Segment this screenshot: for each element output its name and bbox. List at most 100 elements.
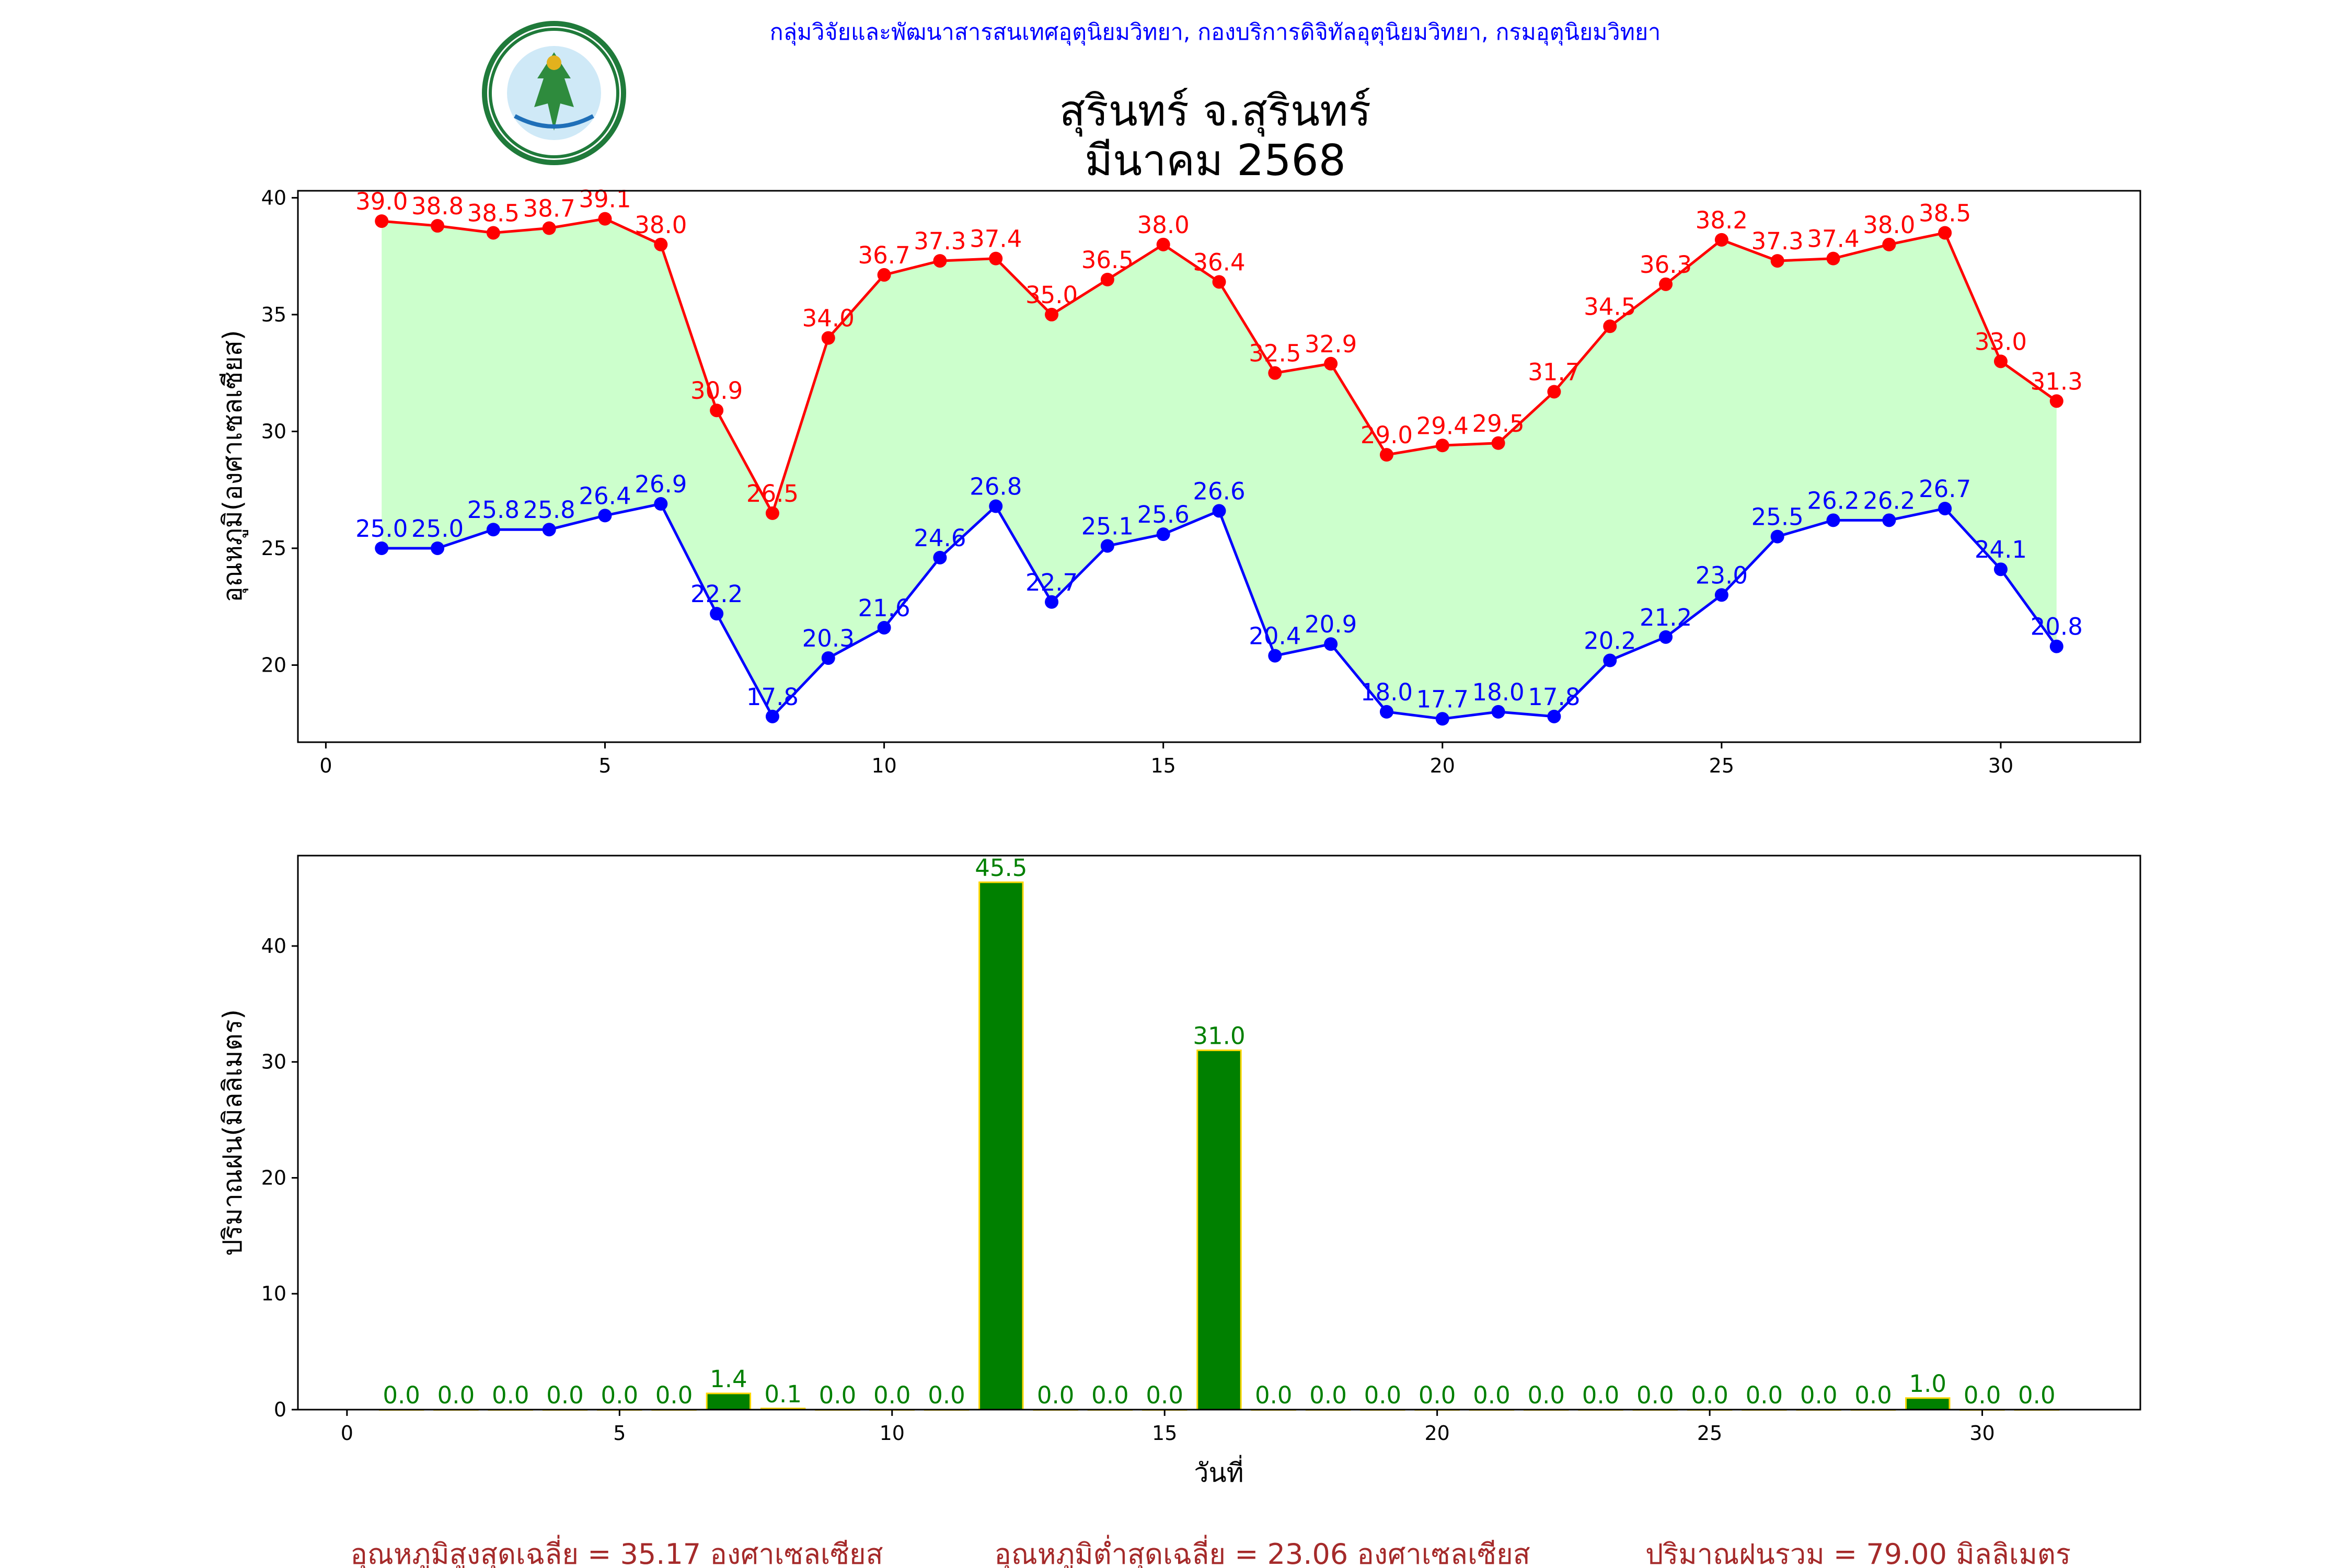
temperature-range-fill [382, 218, 2057, 719]
min-temp-data-label: 18.0 [1472, 678, 1524, 706]
temperature-x-tick-label: 15 [1151, 754, 1176, 777]
min-temp-point [1379, 705, 1393, 719]
max-temp-point [821, 331, 835, 345]
max-temp-point [989, 251, 1003, 266]
rainfall-bar [706, 1392, 752, 1411]
rainfall-data-label: 0.0 [1364, 1381, 1402, 1409]
agency-line: กลุ่มวิจัยและพัฒนาสารสนเทศอุตุนิยมวิทยา,… [770, 19, 1661, 46]
max-temp-point [654, 237, 668, 251]
min-temp-point [877, 620, 891, 635]
min-temp-point [1659, 630, 1673, 644]
min-temp-point [821, 651, 835, 665]
min-temp-data-label: 17.8 [1528, 683, 1580, 711]
min-temp-point [1491, 705, 1505, 719]
min-temp-point [431, 541, 445, 555]
min-temp-data-label: 18.0 [1361, 678, 1413, 706]
min-temp-data-label: 26.4 [579, 482, 631, 510]
max-temp-data-label: 37.4 [1807, 225, 1859, 253]
min-temp-data-label: 24.1 [1975, 536, 2027, 563]
rainfall-data-label: 0.0 [492, 1381, 529, 1409]
temperature-y-tick-label: 35 [261, 303, 286, 326]
max-temp-data-label: 38.0 [1863, 211, 1915, 239]
rainfall-data-label: 0.0 [1582, 1381, 1620, 1409]
rainfall-data-label: 0.0 [1691, 1381, 1728, 1409]
max-temp-data-label: 34.5 [1584, 293, 1636, 320]
min-temp-point [1882, 513, 1896, 527]
min-temp-data-label: 25.5 [1751, 503, 1804, 531]
temperature-x-tick-label: 0 [319, 754, 332, 777]
max-temp-data-label: 37.4 [970, 225, 1022, 253]
temperature-y-tick-label: 30 [261, 420, 286, 443]
chart-title-month: มีนาคม 2568 [1085, 136, 1346, 186]
max-temp-data-label: 36.5 [1081, 246, 1134, 274]
max-temp-point [486, 226, 500, 240]
max-temp-data-label: 36.7 [858, 241, 910, 269]
summary-total-rain: ปริมาณฝนรวม = 79.00 มิลลิเมตร [1645, 1538, 2071, 1568]
temperature-y-tick-label: 20 [261, 653, 286, 676]
max-temp-data-label: 38.5 [467, 199, 520, 227]
max-temp-data-label: 38.8 [411, 192, 464, 220]
temperature-x-tick-label: 10 [871, 754, 896, 777]
rainfall-x-tick-label: 0 [341, 1422, 353, 1445]
rainfall-data-label: 0.0 [1255, 1381, 1293, 1409]
rainfall-data-label: 0.0 [437, 1381, 475, 1409]
max-temp-data-label: 38.0 [1137, 211, 1190, 239]
temperature-x-tick-label: 25 [1709, 754, 1734, 777]
min-temp-point [598, 509, 612, 523]
min-temp-point [765, 709, 779, 723]
rainfall-plot-frame [297, 855, 2141, 1411]
min-temp-data-label: 17.8 [746, 683, 799, 711]
min-temp-data-label: 26.9 [635, 470, 687, 498]
rainfall-y-tick-label: 40 [261, 935, 286, 958]
rainfall-data-label: 0.0 [655, 1381, 693, 1409]
min-temp-data-label: 20.2 [1584, 627, 1636, 655]
rainfall-data-label: 0.0 [873, 1381, 911, 1409]
summary-avg-min-temp: อุณหภูมิต่ำสุดเฉลี่ย = 23.06 องศาเซลเซีย… [994, 1535, 1530, 1568]
rainfall-data-label: 0.1 [764, 1380, 802, 1408]
temperature-x-tick-label: 20 [1430, 754, 1455, 777]
rainfall-data-label: 0.0 [1636, 1381, 1674, 1409]
max-temp-data-label: 35.0 [1025, 281, 1078, 309]
max-temp-point [1491, 436, 1505, 450]
min-temp-data-label: 25.8 [467, 496, 520, 524]
min-temp-point [1547, 709, 1561, 723]
rainfall-data-label: 1.0 [1909, 1370, 1946, 1398]
min-temp-point [933, 550, 947, 564]
min-temp-data-label: 26.2 [1863, 487, 1915, 514]
min-temp-point [1045, 595, 1059, 609]
rainfall-data-label: 0.0 [383, 1381, 420, 1409]
rainfall-data-label: 0.0 [1964, 1381, 2001, 1409]
min-temp-point [486, 523, 500, 537]
max-temp-point [2049, 394, 2063, 408]
max-temp-point [598, 212, 612, 226]
max-temp-data-label: 30.9 [690, 377, 743, 405]
min-temp-data-label: 21.6 [858, 594, 910, 622]
max-temp-data-label: 37.3 [1751, 227, 1804, 255]
max-temp-point [933, 254, 947, 268]
max-temp-point [375, 214, 389, 228]
min-temp-data-label: 24.6 [914, 524, 966, 552]
rainfall-data-label: 0.0 [1309, 1381, 1347, 1409]
rainfall-bar [978, 881, 1024, 1411]
rainfall-data-label: 0.0 [1746, 1381, 1783, 1409]
max-temp-point [765, 506, 779, 520]
min-temp-data-label: 25.1 [1081, 512, 1134, 540]
rainfall-data-label: 45.5 [975, 854, 1027, 882]
rainfall-x-tick-label: 15 [1152, 1422, 1177, 1445]
rainfall-x-tick-label: 10 [880, 1422, 905, 1445]
rainfall-x-axis-label: วันที่ [1194, 1455, 1243, 1488]
min-temp-data-label: 26.8 [970, 472, 1022, 500]
temperature-plot-frame [297, 190, 2141, 743]
min-temp-data-label: 17.7 [1416, 685, 1469, 713]
rainfall-y-axis-label: ปริมาณฝน(มิลลิเมตร) [217, 1009, 248, 1256]
rainfall-x-tick-label: 5 [613, 1422, 626, 1445]
min-temp-data-label: 25.0 [411, 515, 464, 543]
rainfall-data-label: 0.0 [1800, 1381, 1838, 1409]
rainfall-data-label: 0.0 [1146, 1381, 1183, 1409]
min-temp-point [1603, 653, 1617, 667]
min-temp-point [542, 523, 556, 537]
rainfall-data-label: 0.0 [2018, 1381, 2056, 1409]
max-temp-point [1212, 275, 1226, 289]
min-temp-point [1714, 588, 1728, 602]
max-temp-point [1045, 307, 1059, 321]
